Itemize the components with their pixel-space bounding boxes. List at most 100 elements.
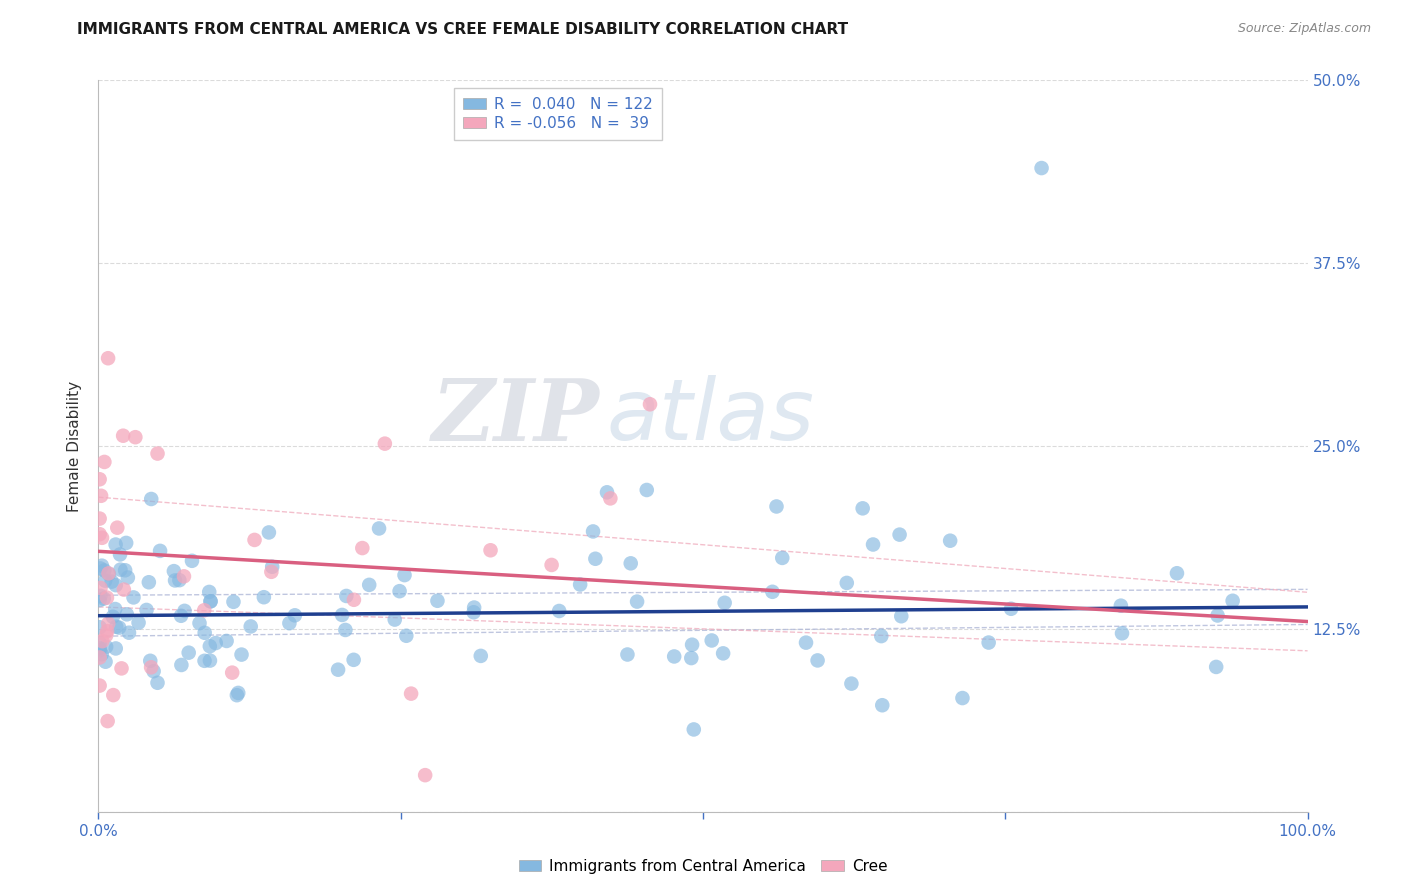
Point xyxy=(118,625,141,640)
Point xyxy=(89,561,111,575)
Point xyxy=(862,537,884,551)
Point xyxy=(384,613,406,627)
Point xyxy=(260,565,283,579)
Point xyxy=(97,566,120,581)
Point xyxy=(257,525,280,540)
Point xyxy=(239,619,262,633)
Point xyxy=(711,646,734,660)
Point xyxy=(112,582,135,597)
Point xyxy=(89,593,111,607)
Point xyxy=(1031,161,1053,175)
Text: atlas: atlas xyxy=(606,376,814,458)
Point xyxy=(139,660,162,674)
Point xyxy=(1206,608,1229,623)
Point xyxy=(104,602,127,616)
Point xyxy=(193,603,215,617)
Point xyxy=(700,633,723,648)
Point xyxy=(198,654,221,668)
Point xyxy=(89,472,111,486)
Point xyxy=(96,624,118,639)
Point xyxy=(89,620,111,634)
Legend: R =  0.040   N = 122, R = -0.056   N =  39: R = 0.040 N = 122, R = -0.056 N = 39 xyxy=(454,88,662,140)
Point xyxy=(225,688,247,702)
Point xyxy=(193,654,215,668)
Point xyxy=(426,594,449,608)
Point xyxy=(681,638,703,652)
Point xyxy=(1166,566,1188,581)
Point xyxy=(352,541,374,555)
Point xyxy=(682,723,704,737)
Point xyxy=(638,397,661,411)
Point xyxy=(93,455,115,469)
Point xyxy=(540,558,562,572)
Point xyxy=(89,641,111,656)
Point xyxy=(101,609,124,624)
Point xyxy=(889,527,911,541)
Point xyxy=(770,550,793,565)
Point xyxy=(399,687,422,701)
Point xyxy=(548,604,571,618)
Point xyxy=(138,575,160,590)
Point xyxy=(115,536,138,550)
Point xyxy=(620,557,643,571)
Point xyxy=(1205,660,1227,674)
Point xyxy=(681,651,703,665)
Point xyxy=(96,591,118,605)
Point xyxy=(198,585,221,599)
Point xyxy=(170,657,193,672)
Point xyxy=(142,664,165,678)
Point xyxy=(165,574,187,588)
Point xyxy=(91,531,114,545)
Point xyxy=(253,591,276,605)
Point xyxy=(97,616,120,631)
Point xyxy=(664,649,686,664)
Point xyxy=(124,430,146,444)
Point xyxy=(890,609,912,624)
Point xyxy=(117,571,139,585)
Point xyxy=(114,563,136,577)
Point xyxy=(582,524,605,539)
Point xyxy=(89,511,111,525)
Point xyxy=(146,446,169,460)
Point xyxy=(794,635,817,649)
Text: Source: ZipAtlas.com: Source: ZipAtlas.com xyxy=(1237,22,1371,36)
Point xyxy=(388,584,411,599)
Point xyxy=(226,686,249,700)
Point xyxy=(188,616,211,631)
Point xyxy=(94,640,117,654)
Point xyxy=(616,648,638,662)
Point xyxy=(374,436,396,450)
Point xyxy=(569,577,592,591)
Point xyxy=(470,648,492,663)
Point xyxy=(89,589,111,603)
Point xyxy=(94,655,117,669)
Point xyxy=(90,581,112,595)
Point xyxy=(1222,594,1244,608)
Point xyxy=(204,636,226,650)
Point xyxy=(284,608,307,623)
Point xyxy=(626,594,648,608)
Point xyxy=(112,428,135,442)
Point xyxy=(583,551,606,566)
Point xyxy=(96,628,118,642)
Point xyxy=(713,596,735,610)
Point xyxy=(94,574,117,588)
Point xyxy=(104,641,127,656)
Point xyxy=(761,584,783,599)
Point xyxy=(1109,599,1132,613)
Point xyxy=(146,675,169,690)
Point xyxy=(479,543,502,558)
Point xyxy=(870,629,893,643)
Point xyxy=(93,564,115,578)
Point xyxy=(394,568,416,582)
Point xyxy=(231,648,253,662)
Point xyxy=(198,639,221,653)
Point xyxy=(939,533,962,548)
Point xyxy=(636,483,658,497)
Point xyxy=(1111,626,1133,640)
Point xyxy=(359,578,381,592)
Point xyxy=(262,559,284,574)
Point xyxy=(89,636,111,650)
Point xyxy=(97,567,120,582)
Point xyxy=(122,591,145,605)
